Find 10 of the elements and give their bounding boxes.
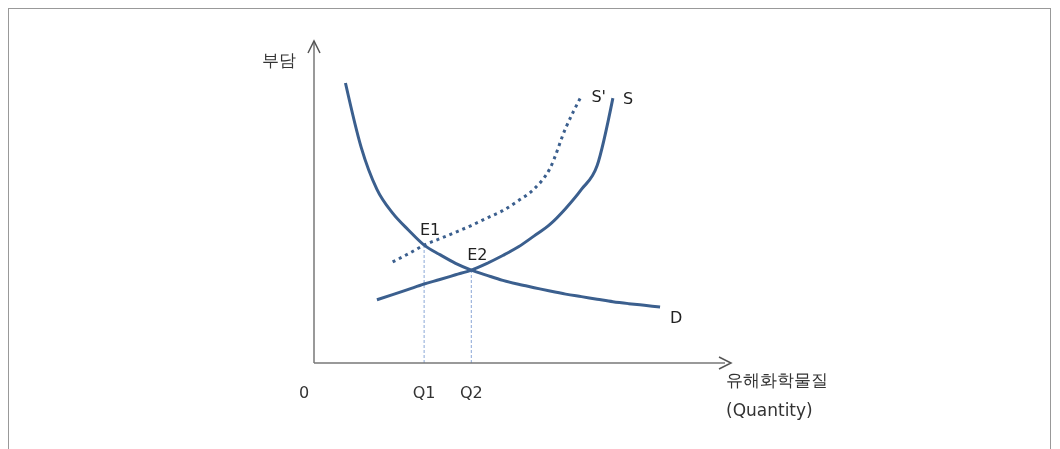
x-axis-title: 유해화학물질 (Quantity) — [726, 370, 828, 420]
x-tick-label: Q2 — [459, 383, 483, 402]
annotation: E1 — [419, 220, 441, 240]
x-tick-label: 0 — [298, 383, 310, 402]
annotation: E2 — [467, 245, 488, 265]
series-label: D — [670, 308, 683, 327]
x-tick-label: Q1 — [412, 383, 436, 402]
y-axis-title: 부담 — [262, 50, 296, 70]
series-label: S' — [591, 86, 606, 106]
series-label: S — [622, 89, 634, 109]
